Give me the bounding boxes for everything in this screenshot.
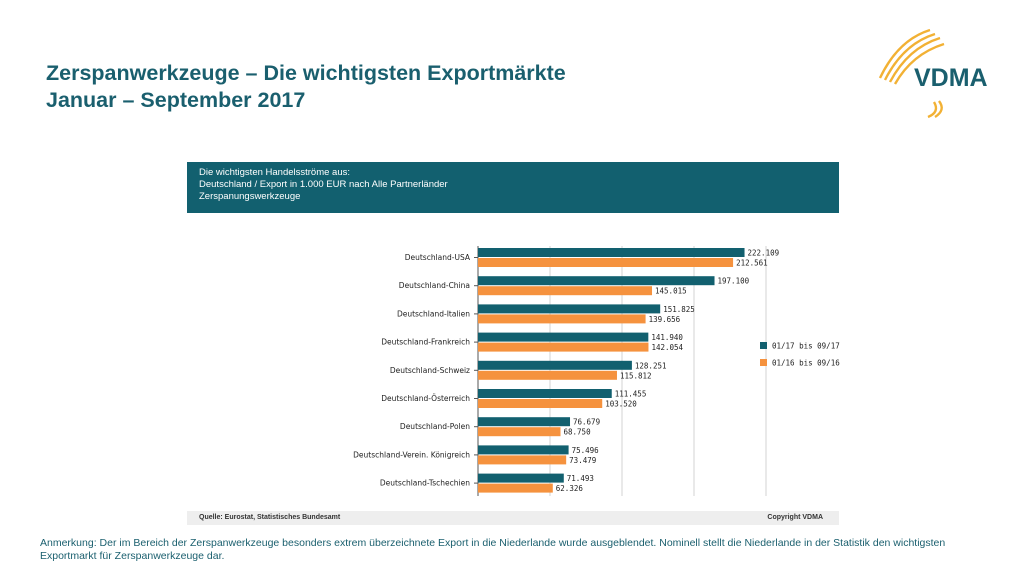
category-label-1: Deutschland-USA: [405, 253, 471, 262]
category-label-6: Deutschland-Österreich: [381, 394, 470, 403]
legend-swatch-1: [760, 342, 767, 349]
bar-s2-5: [478, 370, 617, 380]
bar-s1-6: [478, 389, 612, 398]
category-label-3: Deutschland-Italien: [397, 309, 470, 318]
bar-s1-1: [478, 248, 745, 257]
data-label-s2-8: 73.479: [569, 456, 596, 465]
logo-text: VDMA: [914, 64, 988, 92]
bar-s1-4: [478, 332, 649, 342]
chart-header-line-2: Deutschland / Export in 1.000 EUR nach A…: [199, 179, 448, 190]
data-label-s2-1: 212.561: [736, 259, 768, 268]
bar-s1-3: [478, 304, 661, 314]
data-label-s2-7: 68.750: [564, 428, 592, 437]
data-label-s1-1: 222.109: [748, 249, 780, 258]
data-label-s2-9: 62.326: [556, 484, 584, 493]
data-label-s1-5: 128.251: [635, 361, 667, 370]
data-label-s1-9: 71.493: [567, 474, 594, 483]
category-label-8: Deutschland-Verein. Königreich: [353, 450, 470, 459]
chart-footer: Quelle: Eurostat, Statistisches Bundesam…: [187, 511, 839, 525]
bar-s1-7: [478, 417, 571, 427]
legend-label-1: 01/17 bis 09/17: [772, 342, 840, 351]
data-label-s2-4: 142.054: [651, 343, 683, 352]
footnote: Anmerkung: Der im Bereich der Zerspanwer…: [40, 537, 946, 562]
slide-title: Zerspanwerkzeuge – Die wichtigsten Expor…: [46, 60, 566, 114]
category-label-2: Deutschland-China: [399, 281, 470, 290]
data-label-s2-5: 115.812: [620, 371, 652, 380]
copyright-text: Copyright VDMA: [767, 514, 823, 521]
chart-header: Die wichtigsten Handelsströme aus: Deuts…: [187, 162, 839, 213]
data-label-s1-6: 111.455: [615, 390, 647, 399]
legend-swatch-2: [760, 359, 767, 366]
data-label-s1-3: 151.825: [663, 305, 695, 314]
source-text: Quelle: Eurostat, Statistisches Bundesam…: [199, 514, 341, 521]
data-label-s2-3: 139.656: [649, 315, 681, 324]
data-label-s1-2: 197.100: [718, 277, 750, 286]
title-line-2: Januar – September 2017: [46, 88, 306, 112]
bar-s2-8: [478, 455, 567, 465]
bar-s2-9: [478, 483, 553, 493]
title-line-1: Zerspanwerkzeuge – Die wichtigsten Expor…: [46, 61, 566, 85]
bar-s2-4: [478, 342, 649, 352]
data-label-s2-6: 103.520: [605, 400, 637, 409]
bar-s2-3: [478, 314, 646, 324]
bar-s1-8: [478, 445, 569, 455]
bar-s1-9: [478, 473, 564, 483]
data-label-s2-2: 145.015: [655, 287, 687, 296]
data-label-s1-8: 75.496: [572, 446, 600, 455]
category-label-9: Deutschland-Tschechien: [380, 479, 470, 488]
bar-s2-6: [478, 399, 603, 408]
chart-header-line-1: Die wichtigsten Handelsströme aus:: [199, 167, 351, 178]
data-label-s1-4: 141.940: [651, 333, 683, 342]
legend-label-2: 01/16 bis 09/16: [772, 359, 840, 368]
vdma-logo-mark: VDMA: [878, 28, 988, 119]
category-label-5: Deutschland-Schweiz: [390, 366, 470, 375]
bar-s1-2: [478, 276, 715, 286]
bar-s2-7: [478, 427, 561, 437]
bar-s1-5: [478, 360, 632, 370]
chart-header-line-3: Zerspanungswerkzeuge: [199, 191, 301, 202]
bar-s2-2: [478, 286, 653, 296]
category-label-7: Deutschland-Polen: [400, 422, 470, 431]
category-label-4: Deutschland-Frankreich: [381, 338, 470, 347]
vdma-logo: VDMA: [868, 24, 1018, 120]
bar-s2-1: [478, 258, 734, 267]
data-label-s1-7: 76.679: [573, 418, 600, 427]
